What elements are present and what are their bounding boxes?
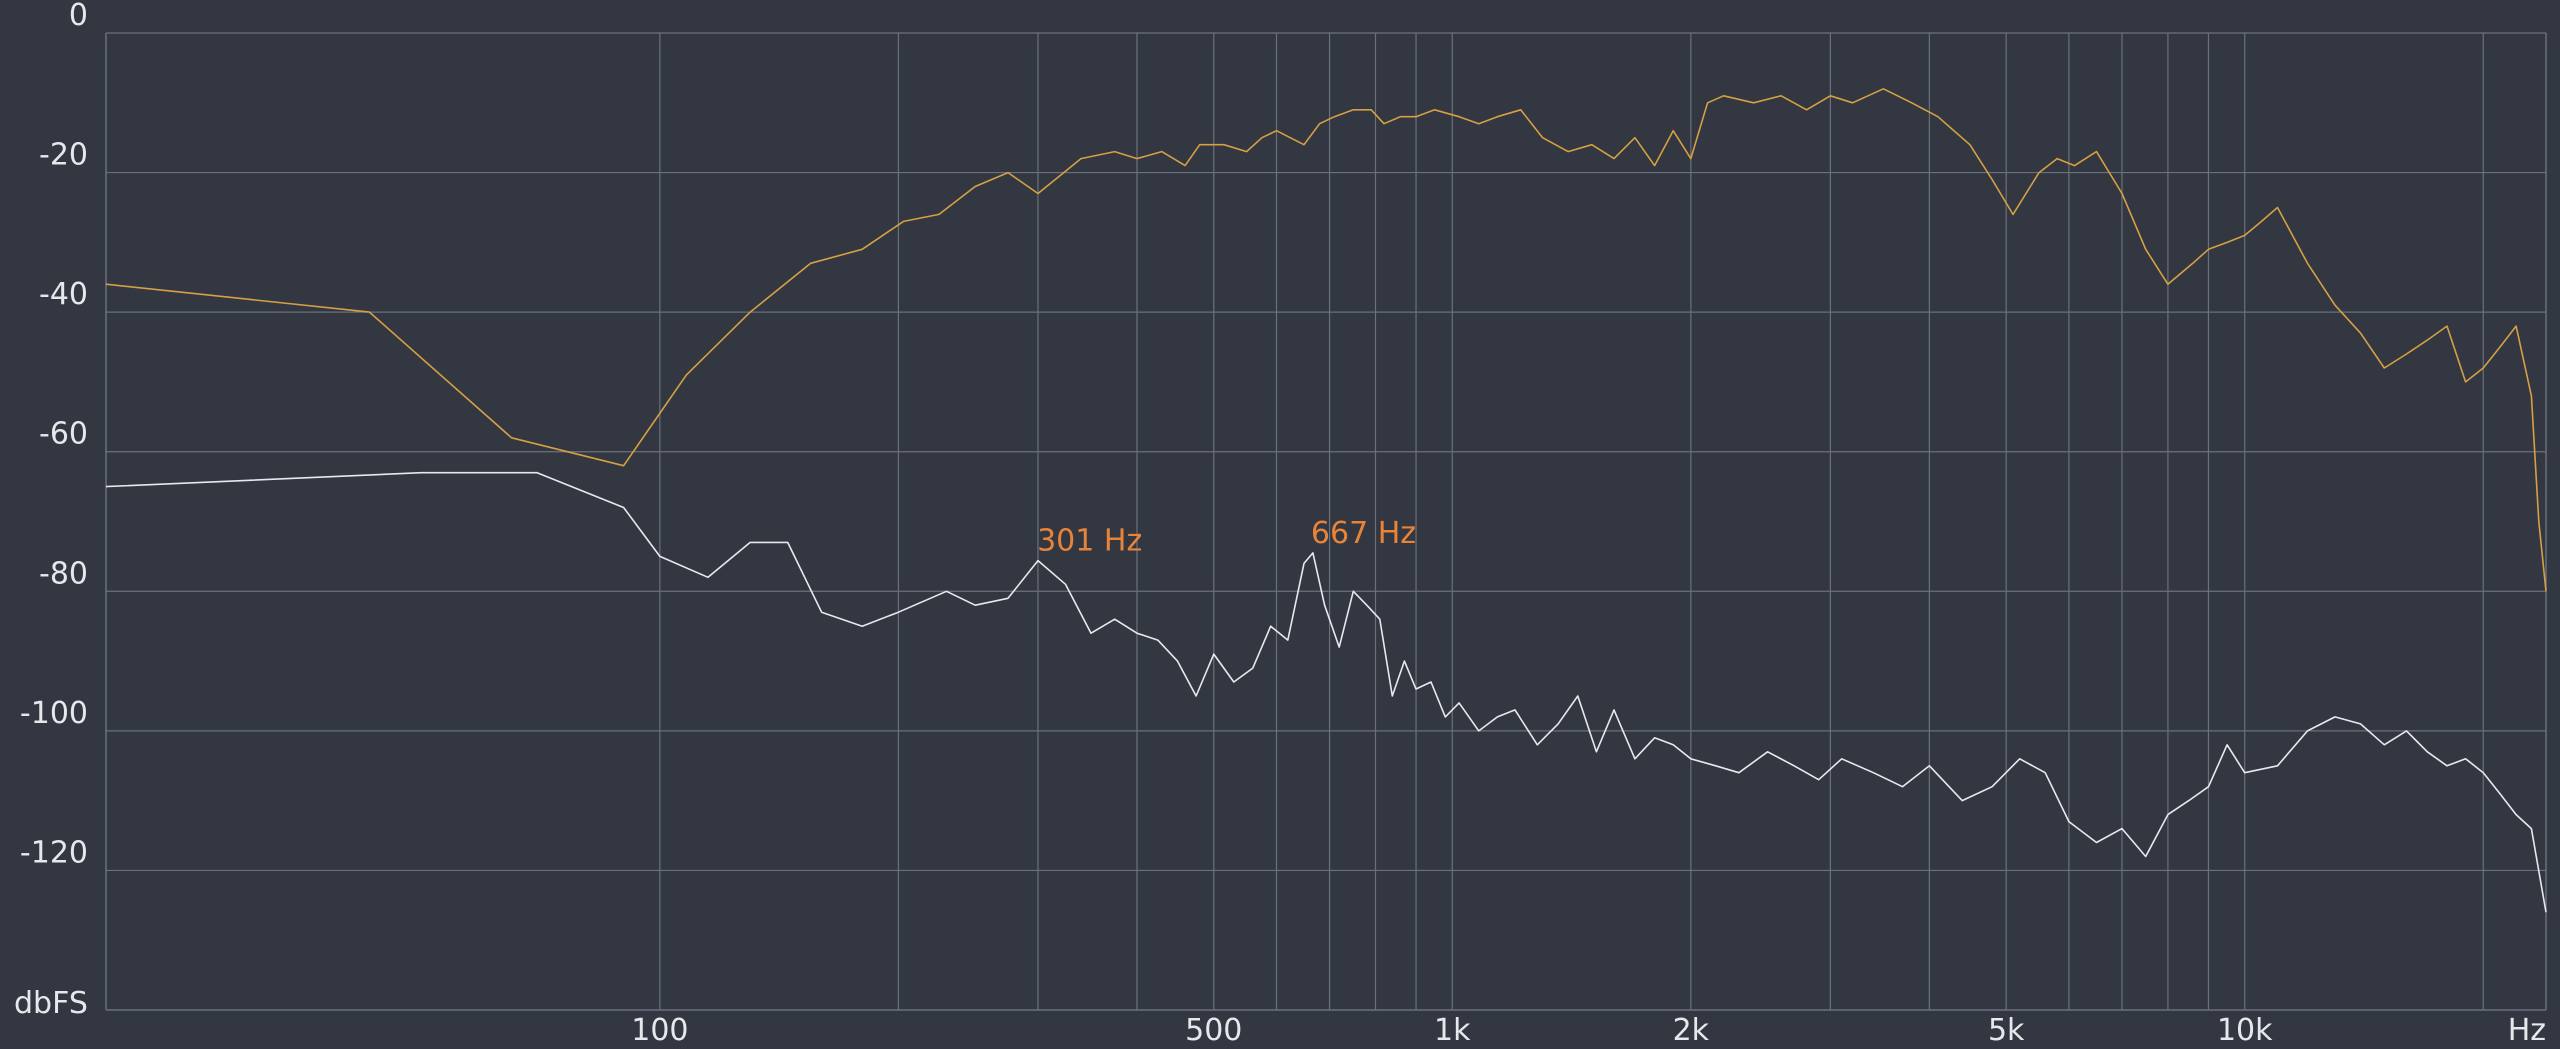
x-tick-label: 100: [631, 1013, 688, 1048]
y-tick-label: 0: [69, 0, 88, 33]
peak-label: 667 Hz: [1311, 516, 1416, 551]
series-lines: [105, 88, 2547, 913]
grid: [105, 32, 2547, 1011]
y-tick-label: -100: [20, 696, 88, 731]
peak-label: 301 Hz: [1037, 524, 1142, 559]
y-tick-label: -120: [20, 835, 88, 870]
series-line-white: [105, 471, 2547, 913]
axis-labels: 0 -20 -40 -60 -80 -100 -120 100 500 1k 2k 5k 10k: [20, 0, 2273, 1048]
y-tick-label: -60: [39, 417, 88, 452]
y-axis-label: dbFS: [14, 986, 88, 1021]
x-axis-label: Hz: [2508, 1013, 2546, 1048]
x-tick-label: 10k: [2217, 1013, 2273, 1048]
x-tick-label: 2k: [1673, 1013, 1710, 1048]
y-tick-label: -20: [39, 138, 88, 173]
series-line-orange: [105, 88, 2547, 592]
y-tick-label: -80: [39, 556, 88, 591]
x-tick-label: 5k: [1988, 1013, 2025, 1048]
x-tick-label: 500: [1185, 1013, 1242, 1048]
x-tick-label: 1k: [1434, 1013, 1471, 1048]
y-tick-label: -40: [39, 277, 88, 312]
peak-markers: 301 Hz 667 Hz: [1037, 516, 1416, 559]
